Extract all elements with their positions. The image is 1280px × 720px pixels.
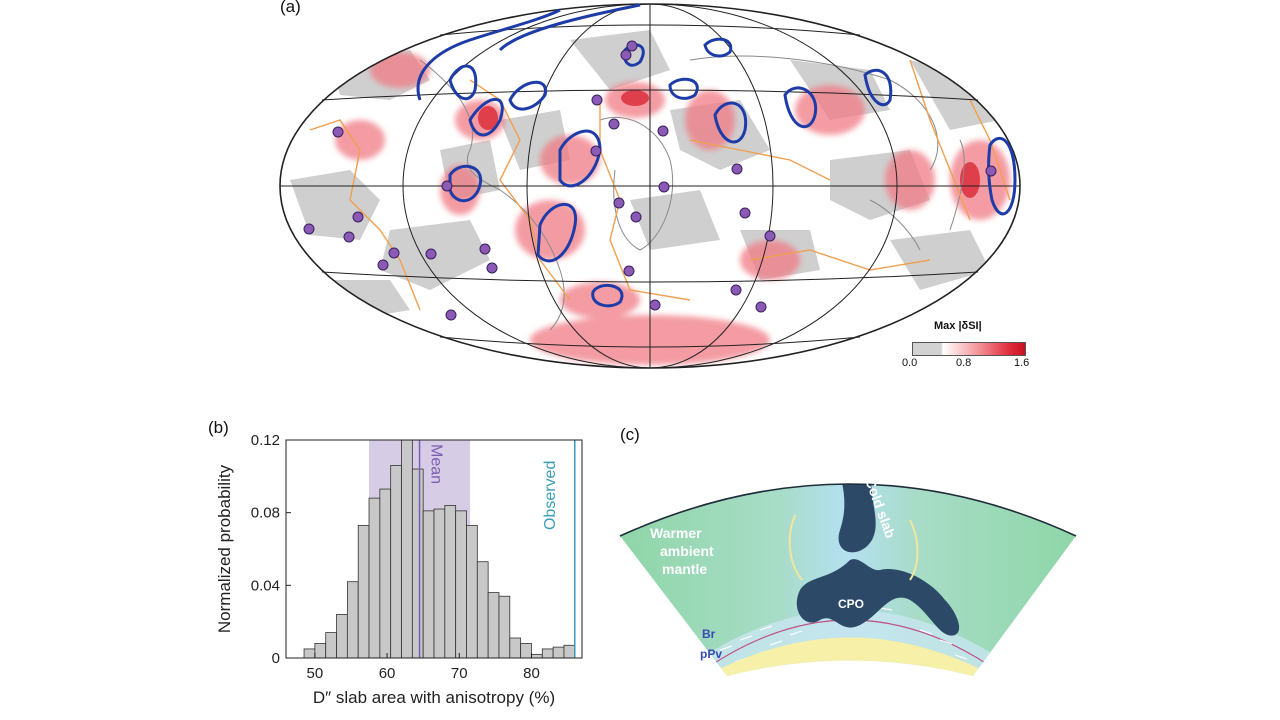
colorbar-title: Max |δSI| xyxy=(934,320,982,332)
colorbar-tick-1: 0.8 xyxy=(956,357,972,369)
y-tick-label: 0.08 xyxy=(251,505,280,522)
downwelling-arrows xyxy=(788,514,919,581)
histogram-bar xyxy=(411,468,424,659)
histogram-bar xyxy=(444,505,457,659)
histogram-bars xyxy=(303,439,576,659)
plate-boundaries xyxy=(309,59,1011,311)
histogram-bar xyxy=(498,595,511,659)
surface-arc xyxy=(619,483,1077,537)
colorbar-tick-2: 1.6 xyxy=(1014,357,1030,369)
label-cpo: CPO xyxy=(838,597,864,611)
label-mantle: mantle xyxy=(662,561,707,577)
colorbar-tick-0: 0.0 xyxy=(902,357,918,369)
histogram-bar xyxy=(314,643,327,659)
y-tick-label: 0.04 xyxy=(251,577,280,594)
histogram-bar xyxy=(303,648,316,659)
global-map xyxy=(279,3,1021,369)
y-tick-label: 0 xyxy=(272,650,280,667)
observed-label: Observed xyxy=(542,461,559,530)
x-tick-label: 80 xyxy=(523,665,540,682)
histogram-bar xyxy=(466,524,478,659)
histogram-bar xyxy=(390,465,402,659)
panel-a-label: (a) xyxy=(280,0,301,16)
histogram-bar xyxy=(455,510,467,659)
label-ppv: pPv xyxy=(700,647,722,661)
label-br: Br xyxy=(702,627,716,641)
strong-anisotropy-patches xyxy=(478,90,980,198)
histogram-bar xyxy=(520,643,532,659)
histogram-bar xyxy=(509,637,522,659)
label-warmer: Warmer xyxy=(650,525,702,541)
histogram-bar xyxy=(552,646,565,659)
histogram-bar xyxy=(357,524,370,659)
histogram-bar xyxy=(476,561,489,659)
histogram-bar xyxy=(531,653,543,659)
x-tick-label: 50 xyxy=(307,665,324,682)
histogram-bar xyxy=(422,510,435,659)
histogram-bar xyxy=(346,581,359,659)
histogram-bar xyxy=(487,592,500,659)
x-axis-label: D″ slab area with anisotropy (%) xyxy=(313,688,555,707)
histogram-chart: 50 60 70 80 0 0.04 0.08 0.12 Normalized probabi… xyxy=(215,432,583,707)
histogram-bar xyxy=(336,613,348,659)
y-axis-label: Normalized probability xyxy=(215,464,234,633)
colorbar xyxy=(912,342,1026,356)
x-tick-label: 70 xyxy=(451,665,468,682)
histogram-bar xyxy=(563,644,576,659)
hotspot-markers xyxy=(303,40,997,321)
cold-slab xyxy=(838,484,876,553)
mantle-schematic: Warmer ambient mantle Cold slab CPO Br p… xyxy=(619,476,1077,676)
histogram-bar xyxy=(368,497,381,659)
slab-pile xyxy=(796,559,960,636)
histogram-bar xyxy=(401,439,413,659)
histogram-bar xyxy=(325,632,337,659)
panel-b-label: (b) xyxy=(208,418,229,437)
histogram-bar xyxy=(433,508,446,659)
histogram-axes: 50 60 70 80 0 0.04 0.08 0.12 xyxy=(251,432,540,682)
map-graticule xyxy=(279,3,1021,369)
panel-c-label: (c) xyxy=(620,425,640,444)
histogram-bar xyxy=(379,488,392,659)
x-tick-label: 60 xyxy=(379,665,396,682)
y-tick-label: 0.12 xyxy=(251,432,280,449)
plot-frame xyxy=(285,439,583,659)
label-ambient: ambient xyxy=(660,543,714,559)
histogram-bar xyxy=(541,648,554,659)
mean-label: Mean xyxy=(428,444,445,484)
